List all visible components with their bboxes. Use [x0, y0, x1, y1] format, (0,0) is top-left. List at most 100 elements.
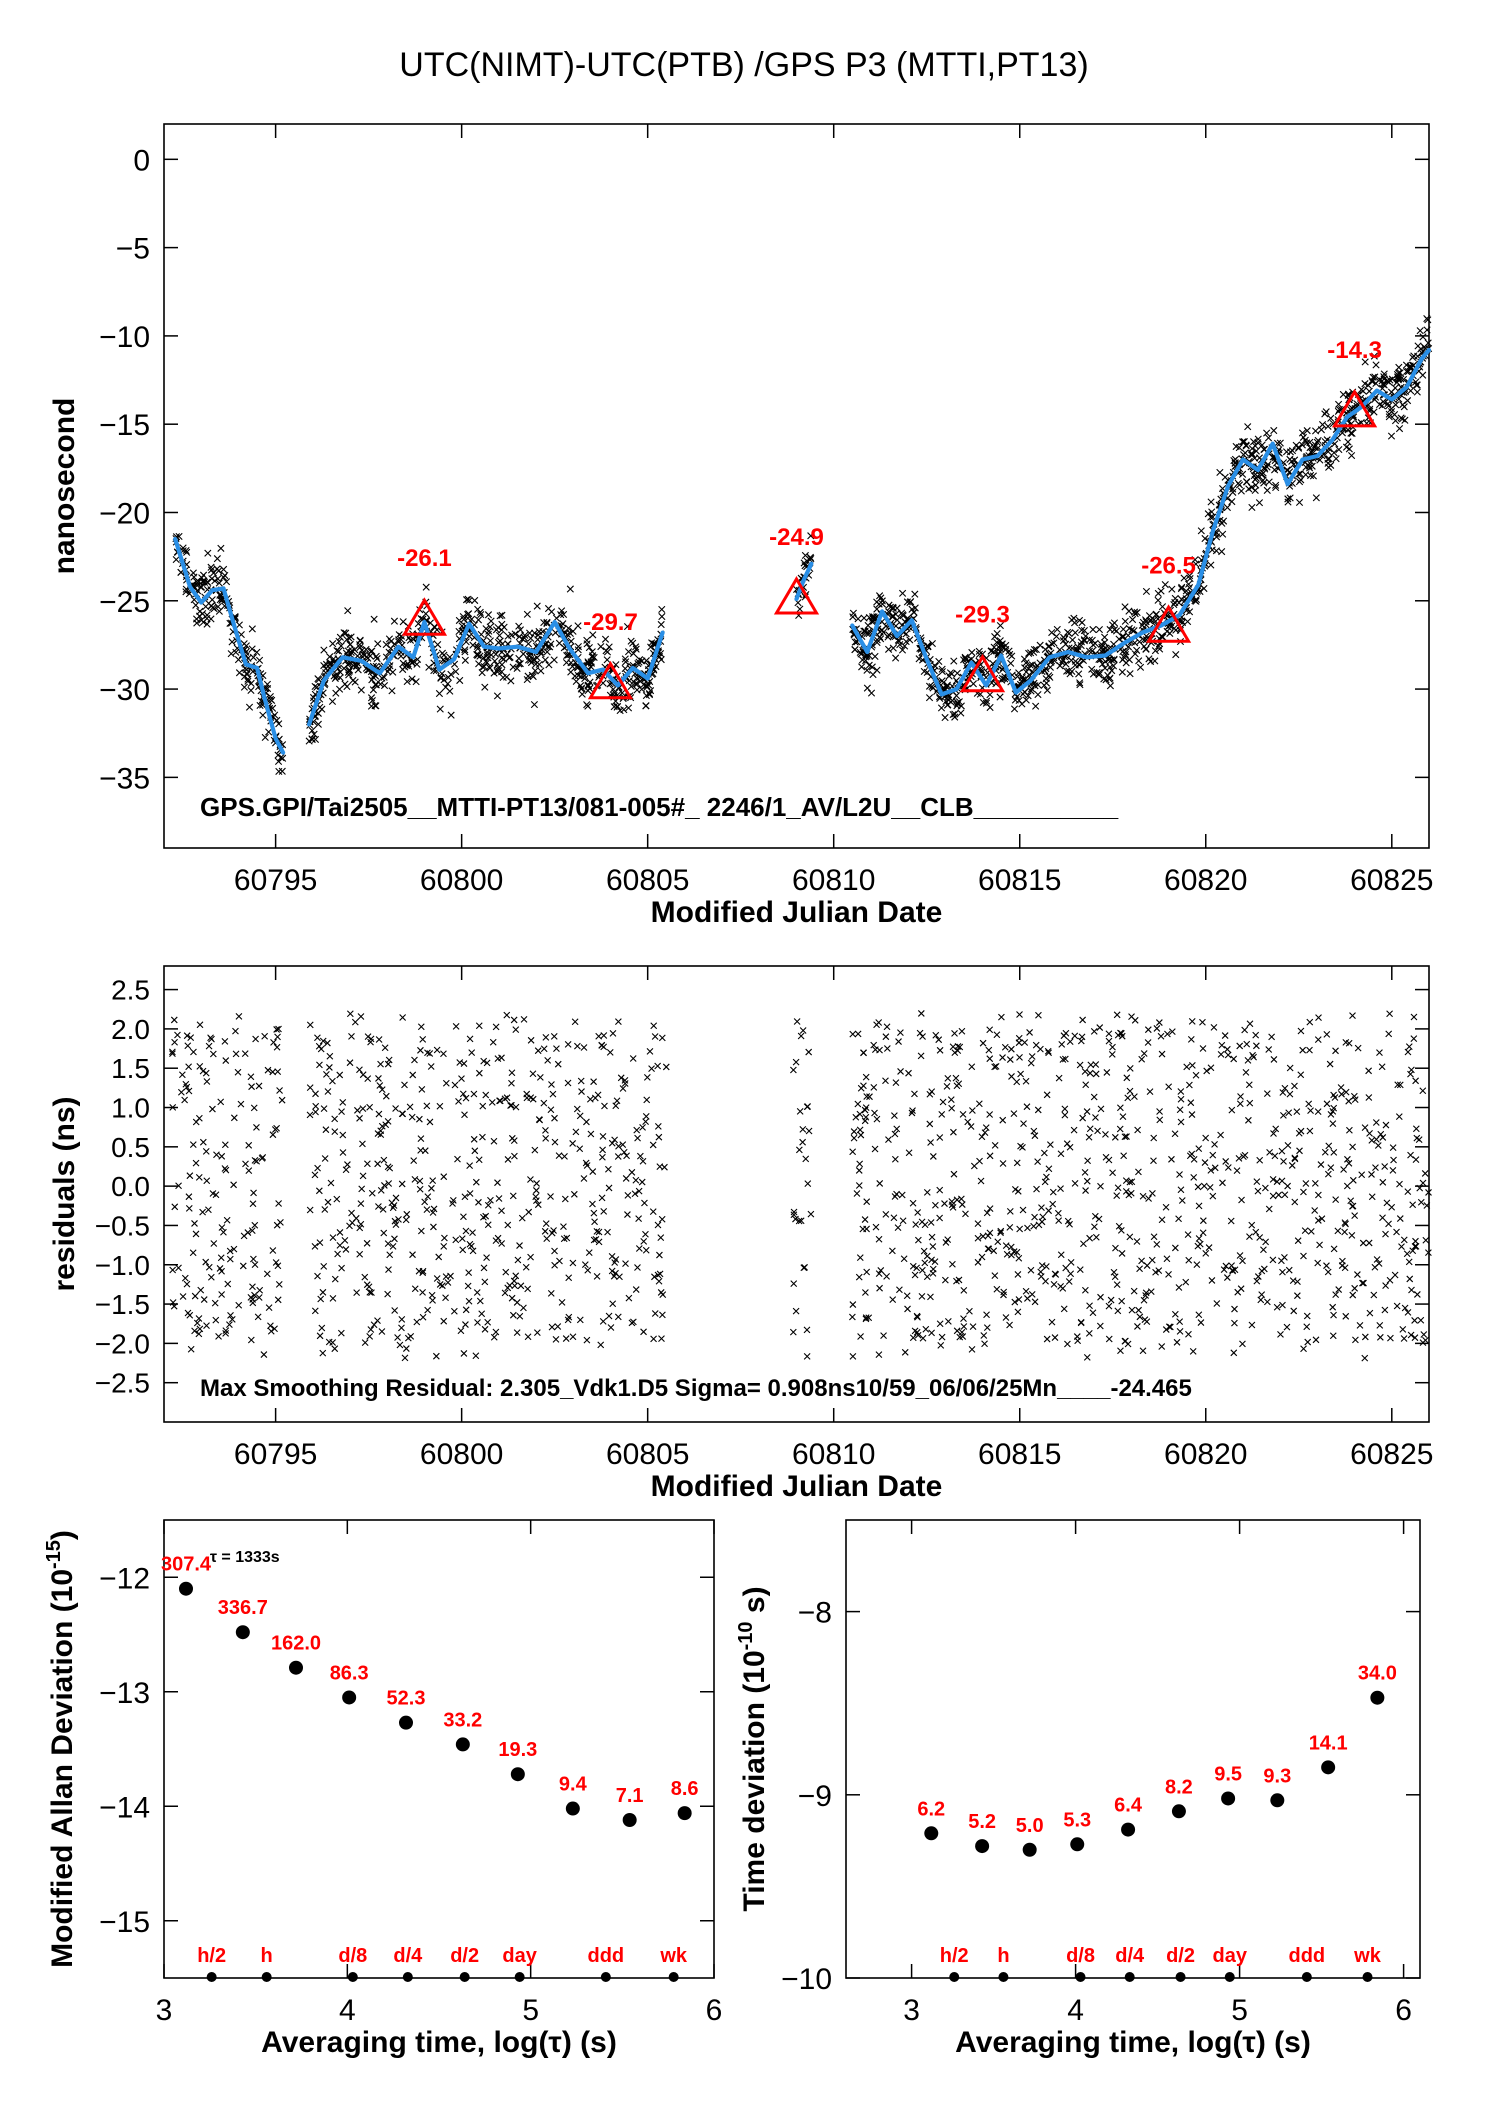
residual-point — [265, 1304, 273, 1312]
residual-point — [913, 1264, 921, 1272]
residual-point — [943, 1082, 951, 1090]
residual-point — [492, 1023, 500, 1031]
residual-point — [1246, 1099, 1254, 1107]
period-mark — [998, 1972, 1009, 1982]
raw-point — [1312, 494, 1320, 502]
residual-point — [657, 1234, 665, 1241]
residual-point — [958, 1027, 966, 1035]
raw-point — [370, 615, 378, 623]
residual-point — [1144, 1039, 1152, 1046]
residual-point — [1349, 1012, 1356, 1020]
period-label: wk — [659, 1945, 688, 1967]
residual-point — [583, 1336, 591, 1344]
residual-point — [1361, 1124, 1369, 1131]
raw-point — [1119, 633, 1128, 641]
residual-point — [1013, 1159, 1021, 1167]
residual-point — [1321, 1148, 1329, 1156]
residual-point — [1239, 1340, 1246, 1348]
residual-point — [374, 1317, 381, 1325]
residual-point — [796, 1108, 804, 1115]
residual-point — [1318, 1215, 1326, 1223]
raw-point — [477, 611, 485, 619]
raw-point — [566, 585, 574, 593]
residual-point — [503, 1011, 511, 1019]
raw-point — [481, 683, 489, 691]
residual-point — [189, 1141, 197, 1149]
raw-point — [1255, 499, 1264, 507]
residual-point — [254, 1313, 262, 1321]
residual-point — [1376, 1322, 1384, 1329]
residual-point — [169, 1266, 177, 1274]
raw-point — [1076, 679, 1084, 687]
raw-point — [646, 687, 655, 695]
residual-point — [1038, 1262, 1046, 1269]
y-tick-label: −9 — [798, 1780, 832, 1813]
residual-point — [883, 1272, 891, 1280]
residual-point — [656, 1251, 663, 1259]
residual-point — [1379, 1178, 1387, 1186]
residual-point — [1349, 1291, 1357, 1299]
residual-point — [986, 1229, 994, 1237]
raw-point — [471, 596, 479, 605]
residual-point — [1064, 1340, 1071, 1348]
y-tick-label: 0.0 — [111, 1171, 150, 1202]
residual-point — [1344, 1155, 1351, 1163]
residual-point — [399, 1014, 407, 1021]
residual-point — [1097, 1293, 1104, 1301]
residual-point — [616, 1273, 623, 1281]
y-tick-label: −0.5 — [95, 1210, 150, 1241]
residual-point — [192, 1230, 200, 1238]
residual-point — [1332, 1196, 1340, 1203]
raw-point — [1126, 670, 1134, 678]
residual-point — [1055, 1217, 1063, 1225]
raw-point — [1078, 626, 1086, 634]
residual-point — [1303, 1323, 1311, 1331]
residual-point — [317, 1045, 325, 1053]
residual-point — [275, 1025, 282, 1033]
residual-point — [662, 1063, 670, 1071]
residual-point — [183, 1083, 191, 1091]
raw-point — [589, 631, 597, 639]
residual-point — [802, 1155, 810, 1163]
raw-point — [516, 626, 525, 634]
raw-point — [1019, 690, 1027, 698]
residual-point — [1368, 1193, 1376, 1201]
residual-point — [857, 1333, 864, 1340]
raw-point — [399, 659, 407, 667]
period-label: h — [997, 1945, 1009, 1967]
deviation-point — [1370, 1690, 1385, 1705]
residual-point — [512, 1272, 520, 1280]
raw-point — [603, 656, 611, 664]
raw-point — [343, 635, 351, 644]
residual-point — [1284, 1142, 1292, 1149]
residual-point — [1076, 1061, 1084, 1069]
residual-point — [398, 1315, 406, 1323]
residual-point — [1081, 1068, 1089, 1075]
residual-point — [1330, 1245, 1338, 1253]
residual-point — [892, 1079, 900, 1087]
residual-point — [363, 1281, 371, 1289]
residual-point — [191, 1220, 198, 1227]
raw-point — [892, 654, 900, 662]
raw-point — [1142, 587, 1151, 596]
raw-point — [461, 648, 469, 656]
residual-point — [1060, 1305, 1068, 1313]
residual-point — [1279, 1268, 1286, 1276]
raw-point — [577, 685, 585, 693]
y-tick-label: −15 — [99, 409, 150, 442]
residual-point — [656, 1163, 664, 1170]
residual-point — [256, 1286, 264, 1294]
residual-point — [374, 1160, 382, 1168]
residual-point — [1351, 1096, 1359, 1104]
residual-point — [228, 1316, 236, 1323]
residual-point — [187, 1034, 195, 1041]
residual-point — [1286, 1090, 1294, 1098]
residual-point — [849, 1301, 857, 1308]
period-mark — [206, 1972, 217, 1982]
raw-point — [1106, 625, 1114, 634]
residual-point — [1037, 1268, 1045, 1276]
residual-point — [628, 1168, 636, 1176]
residual-point — [1378, 1063, 1386, 1071]
raw-point — [335, 685, 344, 693]
residual-point — [442, 1294, 449, 1302]
